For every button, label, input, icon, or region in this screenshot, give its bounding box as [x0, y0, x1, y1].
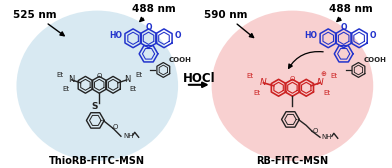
Text: O: O: [340, 24, 347, 32]
Text: ⊕: ⊕: [320, 71, 326, 77]
Text: RB-FITC-MSN: RB-FITC-MSN: [256, 156, 328, 166]
Text: HO: HO: [109, 31, 122, 40]
Text: 590 nm: 590 nm: [204, 10, 254, 37]
Text: Et: Et: [330, 73, 338, 79]
Text: 488 nm: 488 nm: [132, 4, 175, 22]
Text: O: O: [96, 73, 102, 79]
Text: N: N: [124, 75, 130, 84]
Text: O: O: [290, 76, 295, 82]
Text: Et: Et: [62, 86, 69, 92]
Text: 488 nm: 488 nm: [328, 4, 372, 22]
Text: O: O: [313, 128, 318, 134]
Text: 525 nm: 525 nm: [13, 10, 64, 36]
Text: S: S: [91, 102, 98, 111]
Text: O: O: [369, 31, 376, 40]
Text: Et: Et: [253, 90, 260, 96]
Text: N: N: [69, 75, 75, 84]
Text: N: N: [260, 78, 267, 87]
Text: Et: Et: [129, 86, 136, 92]
Text: Et: Et: [246, 73, 253, 79]
Ellipse shape: [16, 11, 178, 161]
Text: COOH: COOH: [363, 57, 386, 63]
Text: HOCl: HOCl: [183, 72, 215, 85]
Text: O: O: [145, 24, 152, 32]
Text: N: N: [317, 78, 323, 87]
Text: O: O: [174, 31, 181, 40]
Text: NH: NH: [123, 133, 133, 139]
Text: NH: NH: [321, 134, 332, 140]
Text: COOH: COOH: [168, 57, 191, 63]
Text: ThioRB-FITC-MSN: ThioRB-FITC-MSN: [49, 156, 145, 166]
Text: Et: Et: [135, 72, 142, 78]
Text: O: O: [113, 124, 118, 130]
Text: Et: Et: [56, 72, 64, 78]
Text: HO: HO: [304, 31, 317, 40]
Text: Et: Et: [323, 90, 330, 96]
Ellipse shape: [212, 11, 373, 161]
